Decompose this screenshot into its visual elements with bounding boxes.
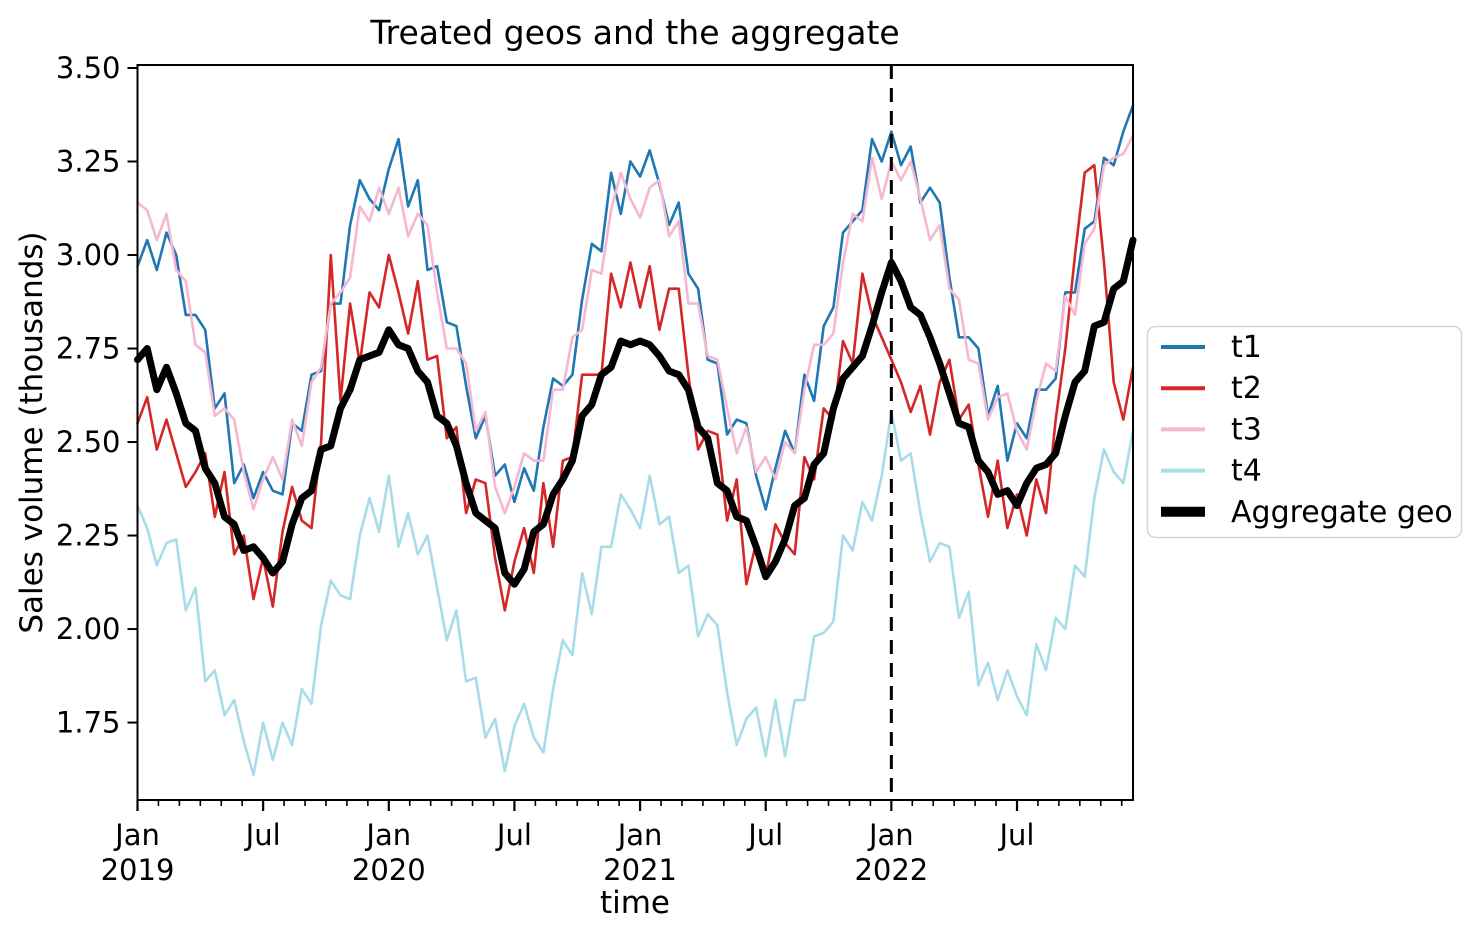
x-tick-label: Jul — [746, 818, 783, 852]
y-tick-label: 2.00 — [56, 612, 121, 646]
x-tick-label: Jul — [495, 818, 532, 852]
y-tick-label: 1.75 — [56, 706, 121, 740]
y-tick-label: 3.25 — [56, 145, 121, 179]
x-tick-label: Jan — [113, 818, 160, 852]
series-line-t2 — [136, 163, 1135, 612]
y-axis-label: Sales volume (thousands) — [14, 231, 50, 633]
legend-label-t3: t3 — [1231, 412, 1262, 447]
x-tick-label: Jul — [997, 818, 1034, 852]
legend: t1 t2 t3 t4 Aggregate geo — [1146, 325, 1463, 539]
chart-title: Treated geos and the aggregate — [369, 13, 899, 52]
y-tick-label: 2.25 — [56, 519, 121, 553]
series-line-t3 — [136, 134, 1135, 515]
series-lines — [134, 104, 1137, 777]
legend-label-aggregate-geo: Aggregate geo — [1231, 495, 1453, 530]
x-tick-year-label: 2022 — [854, 853, 928, 887]
x-tick-label: Jan — [616, 818, 663, 852]
x-axis-label: time — [600, 885, 670, 921]
legend-label-t4: t4 — [1231, 454, 1262, 489]
y-tick-label: 2.75 — [56, 332, 121, 366]
x-tick-label: Jul — [244, 818, 281, 852]
legend-label-t2: t2 — [1231, 371, 1262, 406]
y-tick-label: 2.50 — [56, 425, 121, 459]
chart-generated-layer: 1.752.002.252.502.753.003.253.50Jan2019J… — [56, 51, 1463, 887]
y-tick-label: 3.50 — [56, 51, 121, 85]
legend-label-t1: t1 — [1231, 330, 1262, 365]
x-tick-label: Jan — [867, 818, 914, 852]
y-axis: 1.75 2.00 2.25 2.50 2.75 3.00 3.25 3.50 — [56, 51, 138, 740]
x-tick-year-label: 2020 — [352, 853, 426, 887]
x-tick-label: Jan — [364, 818, 411, 852]
x-tick-year-label: 2019 — [101, 853, 175, 887]
series-line-t4 — [136, 410, 1135, 777]
x-tick-year-label: 2021 — [603, 853, 677, 887]
legend-box — [1146, 325, 1463, 539]
series-line-aggregate-geo — [134, 236, 1137, 588]
y-tick-label: 3.00 — [56, 238, 121, 272]
plot-border — [136, 64, 1134, 801]
series-line-t1 — [136, 104, 1135, 511]
